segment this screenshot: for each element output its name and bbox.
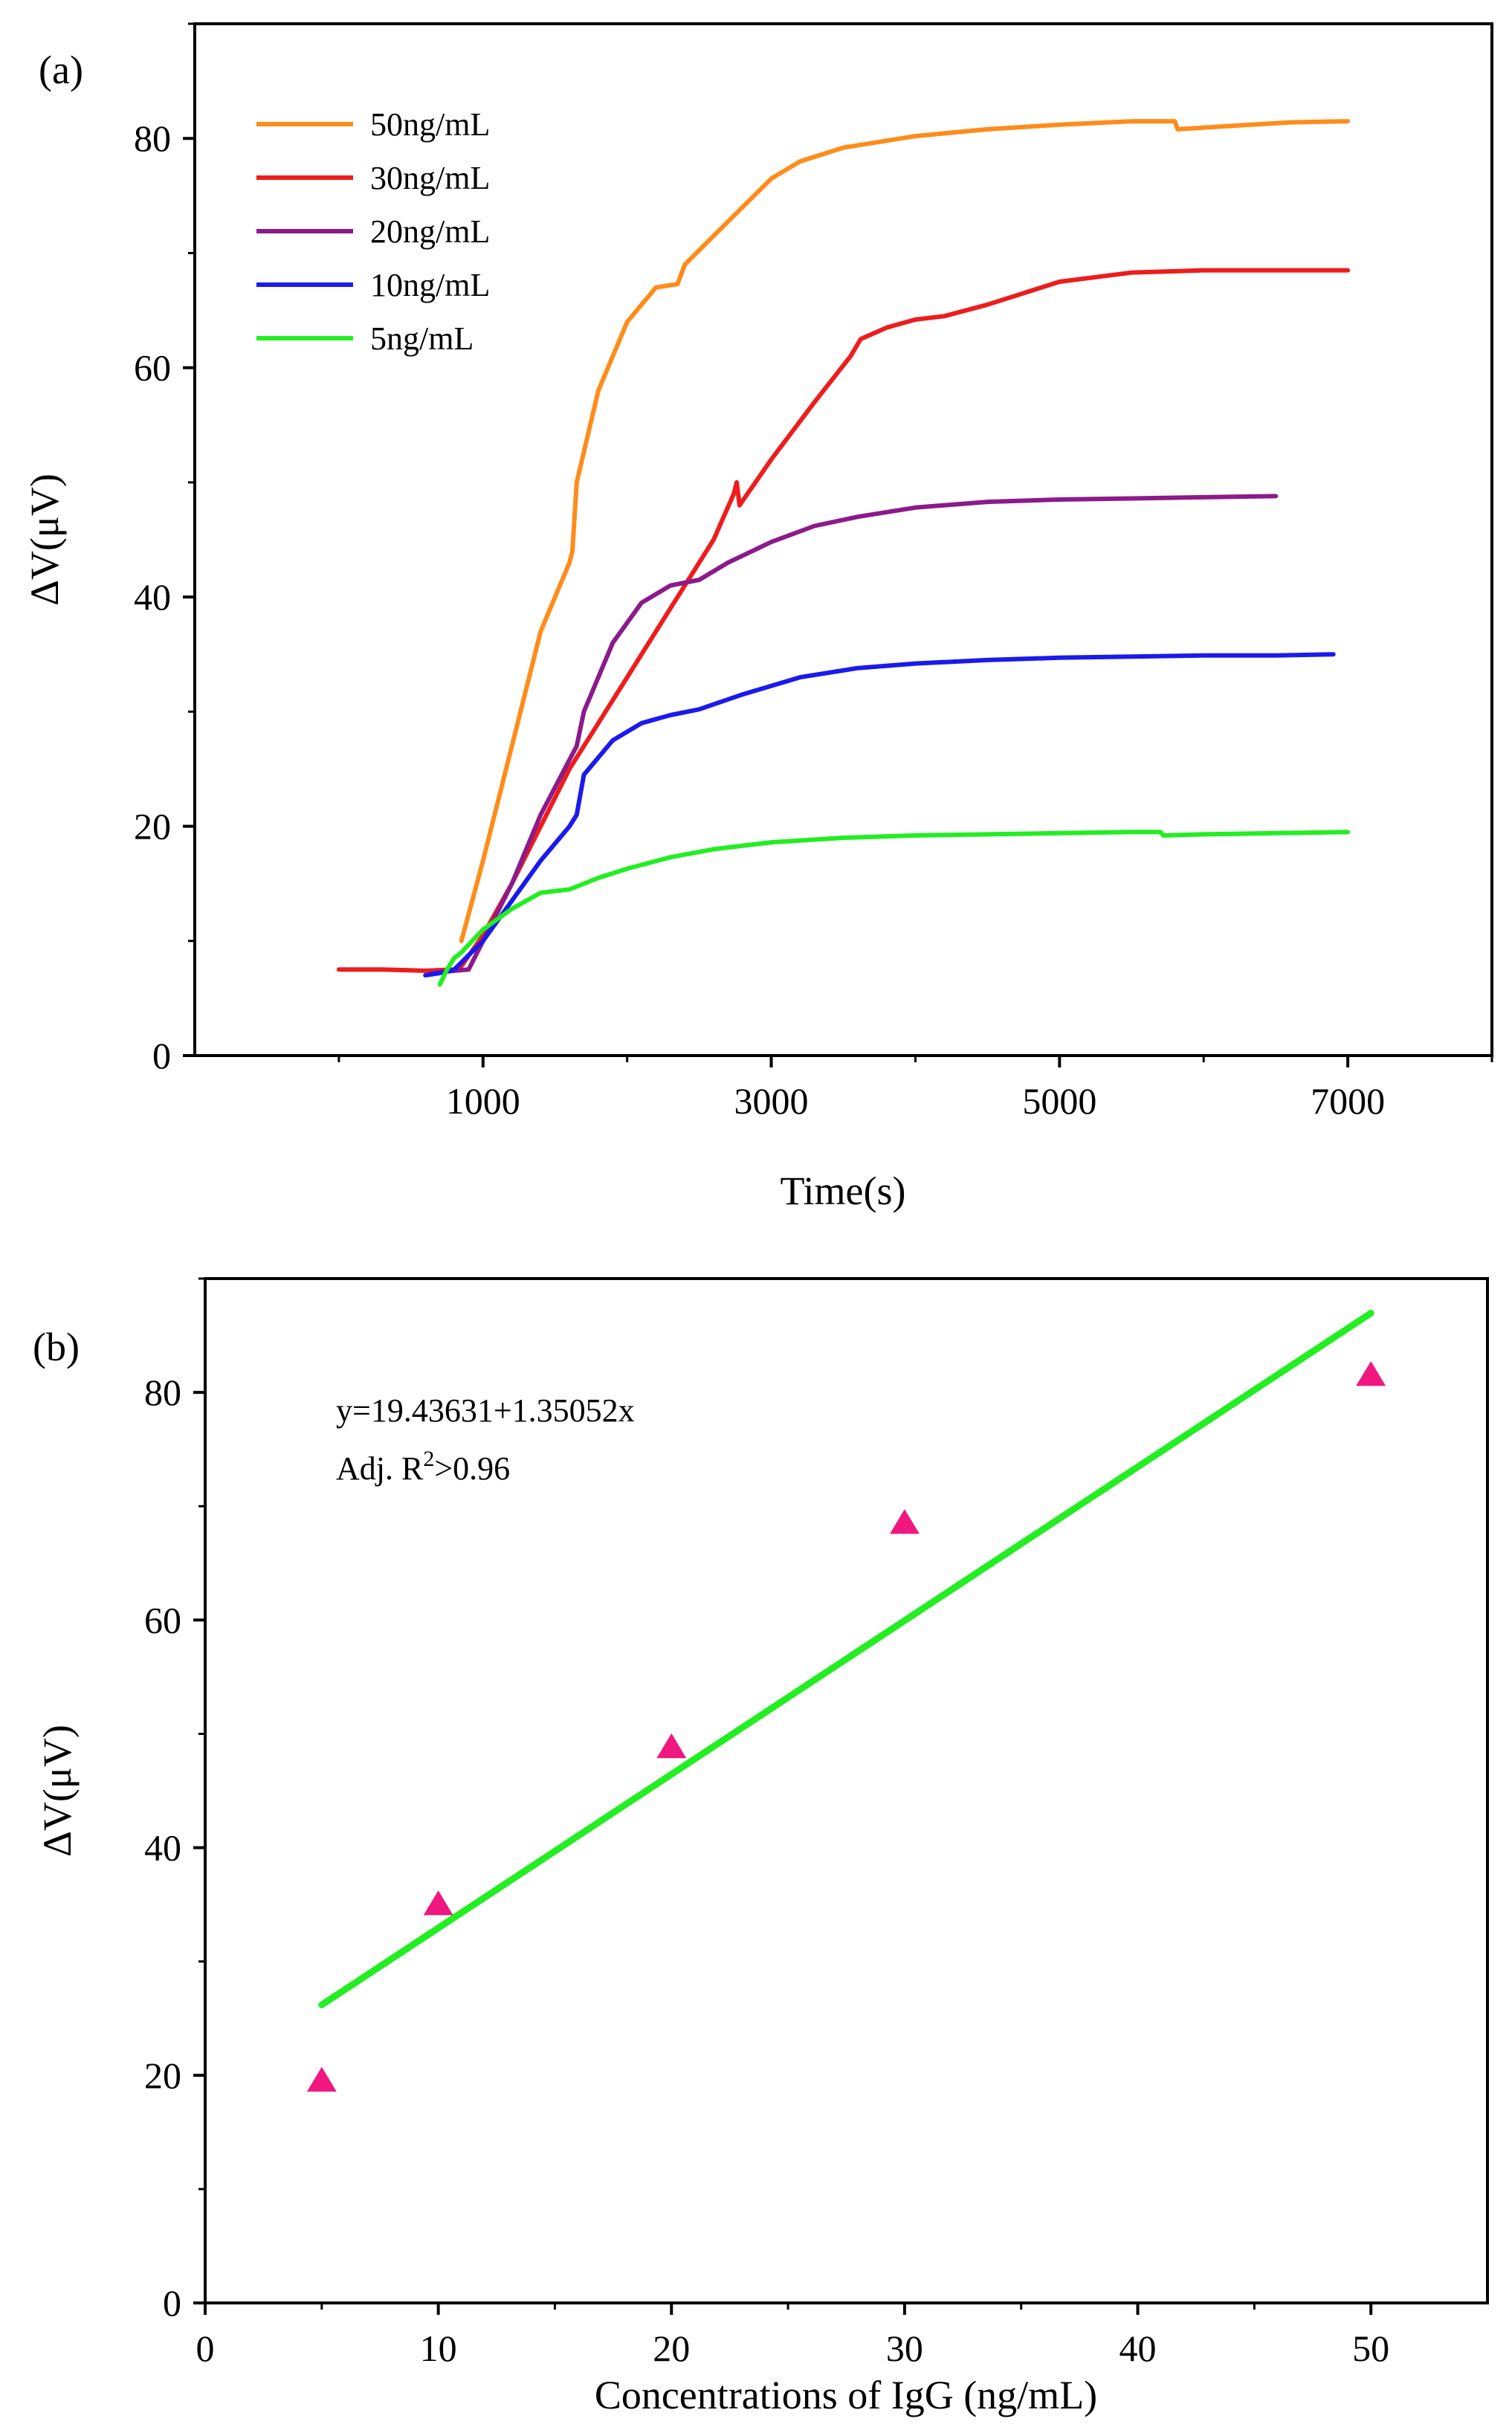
panel-a-x-tick-label: 5000: [1022, 1080, 1096, 1122]
panel-a-y-tick-label: 40: [134, 576, 171, 618]
series-line-10ng-ml: [423, 652, 1336, 978]
data-point-triangle: [890, 1509, 920, 1534]
legend-label-10ng-ml: 10ng/mL: [370, 267, 490, 303]
panel-b-y-tick-label: 40: [144, 1827, 181, 1869]
panel-a-time-series: 1000 3000 5000 7000 0 20 40 60 80 (a) Time(s) ΔV…: [22, 22, 1493, 1213]
panel-a-series-lines: [336, 119, 1351, 987]
r2-suffix: >0.96: [434, 1450, 510, 1487]
series-line-20ng-ml: [430, 494, 1279, 975]
panel-a-legend: 50ng/mL 30ng/mL 20ng/mL 10ng/mL 5ng/mL: [256, 106, 490, 357]
panel-a-y-tick-label: 80: [134, 117, 171, 159]
panel-a-label: (a): [39, 48, 83, 92]
panel-b-x-tick-label: 10: [420, 2327, 457, 2369]
panel-b-label: (b): [33, 1325, 80, 1369]
data-point-triangle: [656, 1733, 687, 1759]
panel-b-ticks: [193, 1277, 1373, 2315]
panel-a-x-tick-label: 1000: [446, 1080, 520, 1122]
panel-a-y-tick-label: 0: [152, 1035, 171, 1076]
panel-b-x-axis-title: Concentrations of IgG (ng/mL): [595, 2373, 1097, 2417]
panel-b-y-tick-label: 80: [144, 1372, 181, 1413]
data-point-triangle: [1356, 1361, 1386, 1386]
fit-equation: y=19.43631+1.35052x: [336, 1392, 635, 1429]
panel-a-x-tick-label: 7000: [1311, 1080, 1385, 1122]
panel-a-tick-labels: 1000 3000 5000 7000 0 20 40 60 80: [134, 117, 1385, 1122]
panel-b-x-tick-label: 50: [1352, 2327, 1389, 2369]
panel-b-y-tick-label: 60: [144, 1599, 181, 1641]
panel-b-tick-labels: 0 10 20 30 40 50 0 20 40 60 80: [144, 1372, 1389, 2369]
r2-superscript: 2: [423, 1447, 434, 1471]
r2-prefix: Adj. R: [336, 1450, 424, 1487]
data-point-triangle: [306, 2067, 337, 2092]
panel-a-plot-frame: [193, 22, 1493, 1057]
legend-label-20ng-ml: 20ng/mL: [370, 213, 490, 250]
series-line-30ng-ml: [336, 268, 1351, 973]
data-point-triangle: [423, 1890, 453, 1916]
panel-b-y-tick-label: 20: [144, 2055, 181, 2096]
panel-b-data-points: [306, 1361, 1386, 2092]
panel-a-ticks: [183, 22, 1493, 1067]
panel-b-fit-line-group: [318, 1310, 1374, 2009]
legend-label-50ng-ml: 50ng/mL: [370, 106, 490, 143]
panel-b-y-tick-label: 0: [163, 2282, 181, 2324]
fit-line: [318, 1310, 1374, 2009]
panel-a-y-tick-label: 60: [134, 347, 171, 389]
panel-a-x-axis-title: Time(s): [780, 1169, 905, 1213]
panel-b-x-tick-label: 0: [196, 2327, 215, 2369]
panel-b-calibration: 0 10 20 30 40 50 0 20 40 60 80 (b) Concentrations …: [33, 1277, 1489, 2417]
panel-a-y-axis-title: ΔV(μV): [22, 474, 67, 606]
fit-r-squared: Adj. R2>0.96: [336, 1447, 510, 1487]
panel-b-x-tick-label: 20: [653, 2327, 690, 2369]
panel-b-x-tick-label: 30: [886, 2327, 923, 2369]
series-line-5ng-ml: [437, 830, 1351, 987]
legend-label-30ng-ml: 30ng/mL: [370, 160, 490, 196]
panel-a-x-tick-label: 3000: [734, 1080, 809, 1122]
panel-b-plot-frame: [204, 1277, 1489, 2304]
panel-a-y-tick-label: 20: [134, 806, 171, 847]
panel-b-x-tick-label: 40: [1120, 2327, 1157, 2369]
series-line-50ng-ml: [459, 119, 1351, 943]
legend-label-5ng-ml: 5ng/mL: [370, 320, 474, 357]
panel-b-y-axis-title: ΔV(μV): [35, 1725, 80, 1857]
